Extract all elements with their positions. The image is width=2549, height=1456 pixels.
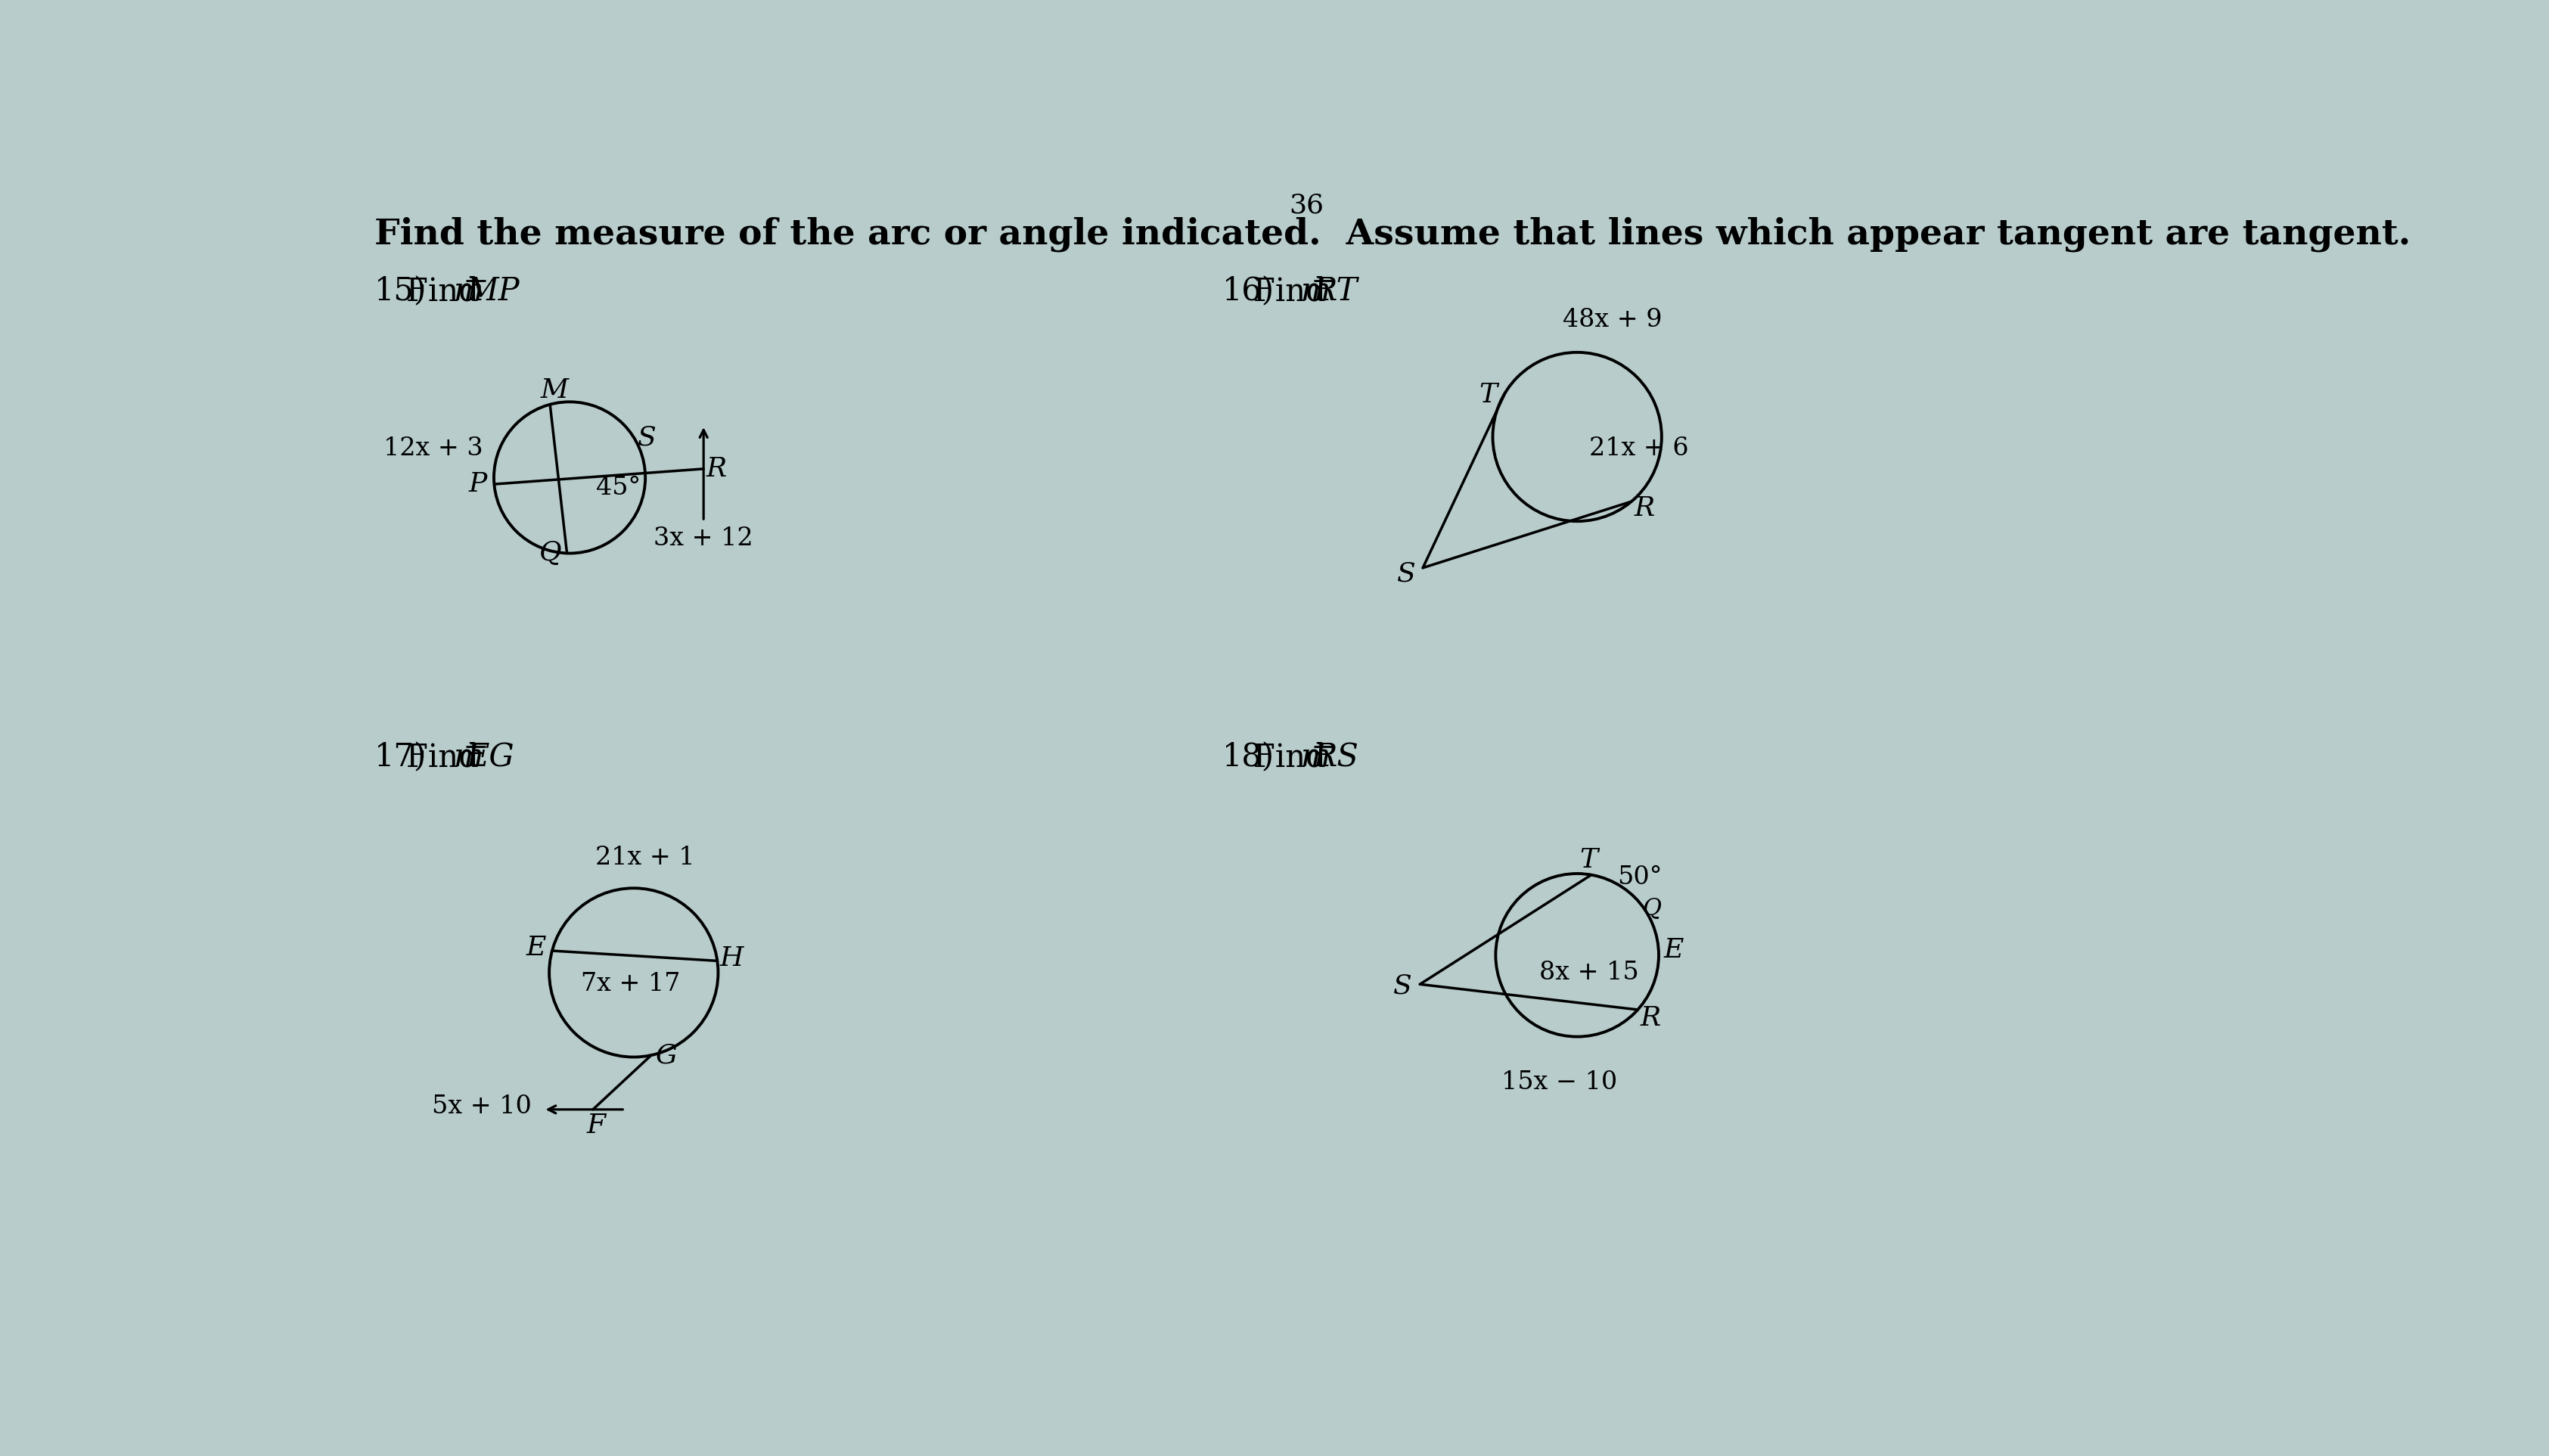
Text: 48x + 9: 48x + 9 [1563,309,1662,332]
Text: M: M [540,377,568,403]
Text: RT: RT [1313,275,1359,307]
Text: 21x + 1: 21x + 1 [596,846,696,871]
Text: EG: EG [466,741,515,773]
Text: G: G [655,1042,675,1069]
Text: MP: MP [466,275,520,307]
Text: 15): 15) [375,275,426,307]
Text: 21x + 6: 21x + 6 [1588,437,1687,460]
Text: Find: Find [405,741,489,773]
Text: m: m [1300,275,1331,307]
Text: T: T [1478,381,1496,408]
Text: S: S [637,425,655,450]
Text: 5x + 10: 5x + 10 [431,1095,533,1118]
Text: 18): 18) [1221,741,1274,773]
Text: 16): 16) [1221,275,1274,307]
Text: Find: Find [1254,741,1336,773]
Text: m: m [454,275,482,307]
Text: 12x + 3: 12x + 3 [385,437,484,460]
Text: Find: Find [1254,275,1336,307]
Text: 8x + 15: 8x + 15 [1540,961,1639,984]
Text: RS: RS [1313,741,1359,773]
Text: R: R [706,456,726,482]
Text: E: E [1664,936,1682,962]
Text: m: m [454,741,482,773]
Text: H: H [719,945,744,971]
Text: S: S [1397,561,1415,587]
Text: m: m [1300,741,1331,773]
Text: 45°: 45° [596,476,640,501]
Text: Find: Find [405,275,489,307]
Text: P: P [469,472,487,496]
Text: 15x − 10: 15x − 10 [1501,1070,1619,1095]
Text: Find the measure of the arc or angle indicated.  Assume that lines which appear : Find the measure of the arc or angle ind… [375,217,2411,252]
Text: Q: Q [540,540,561,566]
Text: T: T [1580,847,1598,872]
Text: F: F [586,1112,604,1139]
Text: 50°: 50° [1619,866,1662,890]
Text: 7x + 17: 7x + 17 [581,973,681,996]
Text: E: E [525,935,545,961]
Text: Q: Q [1642,895,1662,920]
Text: 17): 17) [375,741,426,773]
Text: R: R [1634,495,1654,521]
Text: 36: 36 [1290,192,1323,218]
Text: R: R [1642,1005,1662,1031]
Text: 3x + 12: 3x + 12 [653,527,755,550]
Text: S: S [1394,973,1412,999]
